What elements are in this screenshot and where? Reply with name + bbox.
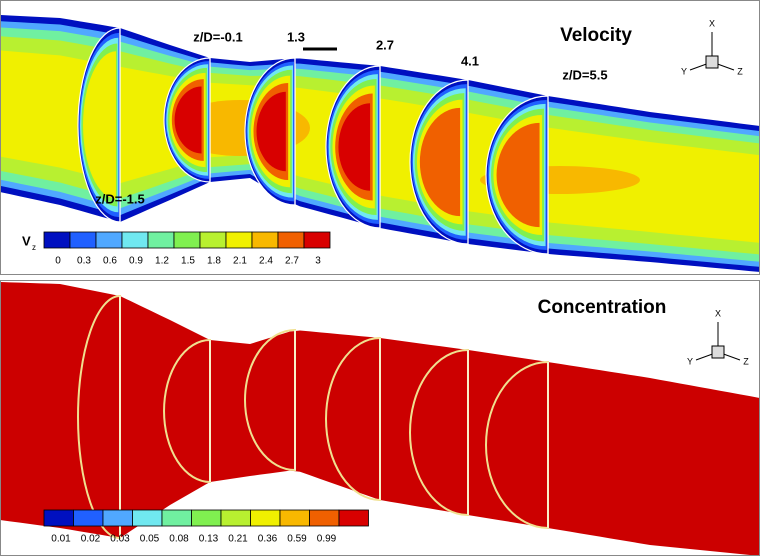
section-ring — [256, 91, 286, 172]
colorbar-tick-label: 0.6 — [103, 256, 117, 267]
colorbar-cell — [102, 509, 133, 527]
colorbar-cell — [251, 231, 279, 249]
triad-box — [711, 345, 725, 359]
colorbar-cell — [43, 509, 74, 527]
section-outline — [244, 57, 296, 206]
triad-label: Y — [687, 356, 693, 366]
section-outline — [163, 338, 211, 484]
colorbar-tick-label: 1.2 — [155, 256, 169, 267]
colorbar-tick-label: 0.13 — [199, 534, 219, 545]
section-ring — [419, 107, 461, 217]
colorbar-label-sub: z — [32, 243, 36, 252]
colorbar-tick-label: 0.99 — [317, 534, 337, 545]
annotation: 2.7 — [376, 37, 394, 52]
colorbar-tick-label: 3 — [315, 256, 321, 267]
colorbar-cell — [161, 509, 192, 527]
velocity-field — [1, 15, 759, 272]
triad-label: Z — [737, 66, 743, 76]
colorbar-tick-label: 0.01 — [51, 534, 71, 545]
colorbar-cell — [225, 231, 253, 249]
colorbar-tick-label: 0.9 — [129, 256, 143, 267]
panel-title: Velocity — [560, 25, 632, 46]
colorbar-cell — [338, 509, 369, 527]
section-ring — [496, 122, 540, 228]
colorbar-tick-label: 0.08 — [169, 534, 189, 545]
colorbar-tick-label: 0.05 — [140, 534, 160, 545]
colorbar-tick-label: 1.8 — [207, 256, 221, 267]
triad-label: X — [715, 308, 721, 318]
colorbar-tick-label: 2.4 — [259, 256, 273, 267]
annotation: 4.1 — [461, 53, 479, 68]
colorbar-cell — [303, 231, 331, 249]
colorbar-tick-label: 1.5 — [181, 256, 195, 267]
colorbar-cell — [191, 509, 222, 527]
colorbar-cell — [277, 231, 305, 249]
concentration-field — [1, 282, 759, 555]
colorbar-cell — [250, 509, 281, 527]
colorbar-cell — [69, 231, 97, 249]
triad-label: Y — [681, 66, 687, 76]
colorbar-cell — [199, 231, 227, 249]
annotation: z/D=5.5 — [562, 67, 607, 82]
colorbar-cell — [220, 509, 251, 527]
colorbar-tick-label: 0 — [55, 256, 61, 267]
section-outline — [485, 95, 549, 255]
section-outline — [325, 65, 381, 229]
section-outline — [325, 336, 381, 502]
annotation: 1.3 — [287, 29, 305, 44]
section-ring — [83, 51, 116, 199]
colorbar-cell — [279, 509, 310, 527]
section-outline — [77, 27, 121, 223]
colorbar-tick-label: 0.03 — [110, 534, 130, 545]
colorbar-tick-label: 2.1 — [233, 256, 247, 267]
colorbar-cell — [132, 509, 163, 527]
colorbar-cell — [147, 231, 175, 249]
section-ring — [338, 103, 371, 191]
colorbar-cell — [173, 231, 201, 249]
triad-label: Z — [743, 356, 749, 366]
colorbar-cell — [43, 231, 71, 249]
colorbar-label: V — [22, 233, 31, 248]
section-outline — [409, 348, 469, 517]
panel-title: Concentration — [538, 297, 667, 318]
triad-label: X — [709, 18, 715, 28]
colorbar-cell — [73, 509, 104, 527]
section-outline — [163, 57, 211, 183]
annotation: z/D=-0.1 — [193, 29, 243, 44]
section-outline — [485, 360, 549, 530]
colorbar-tick-label: 0.3 — [77, 256, 91, 267]
colorbar-tick-label: 0.36 — [258, 534, 278, 545]
colorbar-cell — [309, 509, 340, 527]
colorbar-cell — [95, 231, 123, 249]
section-outline — [409, 79, 469, 245]
triad-box — [705, 55, 719, 69]
colorbar-tick-label: 0.02 — [81, 534, 101, 545]
colorbar-tick-label: 0.21 — [228, 534, 248, 545]
colorbar-tick-label: 0.59 — [287, 534, 307, 545]
section-outline — [244, 328, 296, 472]
annotation: z/D=-1.5 — [95, 191, 145, 206]
colorbar-cell — [121, 231, 149, 249]
colorbar-tick-label: 2.7 — [285, 256, 299, 267]
section-outline — [77, 294, 121, 540]
section-ring — [174, 86, 202, 154]
